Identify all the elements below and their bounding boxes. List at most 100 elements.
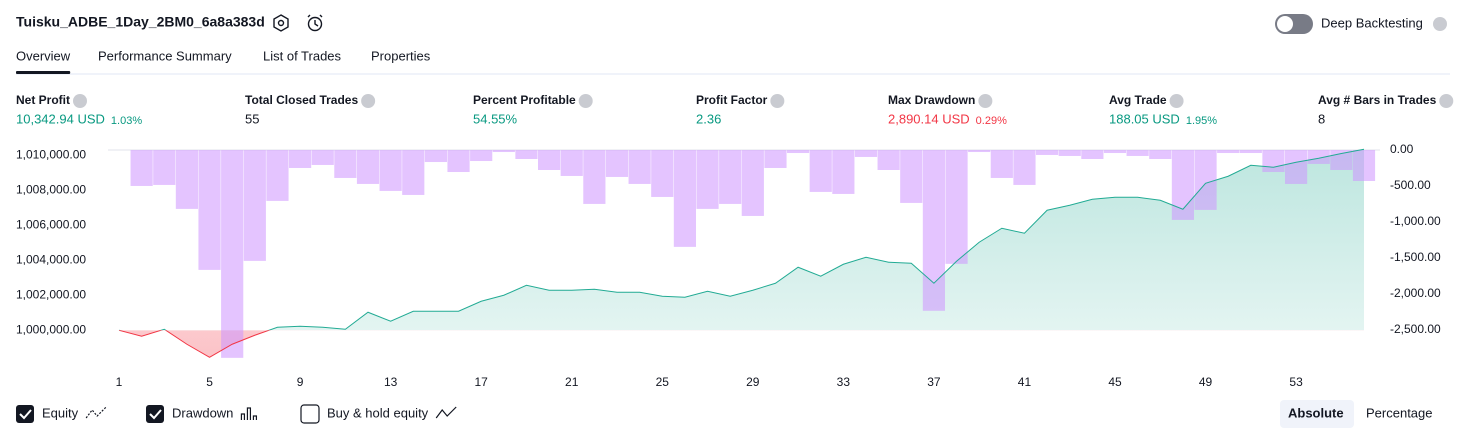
- legend-icon: [240, 407, 258, 420]
- metric-percent: 0.29%: [976, 115, 1007, 127]
- metric-value: 10,342.94 USD: [16, 111, 105, 126]
- metric-value: 2,890.14 USD: [888, 111, 970, 126]
- info-icon[interactable]: [578, 94, 593, 108]
- mode-active-bg: [1280, 400, 1354, 428]
- info-icon[interactable]: [73, 94, 87, 108]
- metric-label: Percent Profitable: [473, 93, 576, 107]
- x-tick-label: 25: [656, 375, 670, 389]
- legend-label: Drawdown: [172, 405, 233, 420]
- check-mark: [149, 409, 162, 420]
- drawdown-bar: [288, 150, 312, 168]
- x-tick-label: 17: [475, 375, 489, 389]
- x-tick-label: 9: [297, 375, 304, 389]
- tab-divider: [16, 73, 1450, 75]
- drawdown-bar: [651, 150, 674, 197]
- mode-button[interactable]: Absolute: [1288, 405, 1344, 420]
- legend-checkbox[interactable]: [16, 405, 34, 423]
- metric-value: 55: [245, 111, 259, 126]
- legend-icon: [85, 406, 107, 419]
- drawdown-bar: [243, 150, 266, 261]
- drawdown-bar: [1307, 150, 1330, 164]
- equity-area-up: [119, 149, 1364, 331]
- metric-label: Avg Trade: [1109, 93, 1167, 107]
- drawdown-bar: [922, 150, 946, 311]
- drawdown-bar: [175, 150, 199, 209]
- info-icon[interactable]: [361, 94, 376, 108]
- toggle-label: Deep Backtesting: [1321, 15, 1423, 30]
- tab[interactable]: List of Trades: [263, 48, 342, 63]
- legend-checkbox[interactable]: [146, 405, 164, 423]
- metric-value: 2.36: [696, 111, 721, 126]
- drawdown-bar: [877, 150, 900, 170]
- drawdown-bar: [492, 150, 515, 153]
- drawdown-bar: [1262, 150, 1285, 173]
- drawdown-bar: [741, 150, 764, 216]
- drawdown-bar: [537, 150, 561, 170]
- drawdown-bar: [1284, 150, 1308, 184]
- drawdown-bar: [1058, 150, 1081, 156]
- drawdown-bar: [1013, 150, 1036, 185]
- x-tick-label: 21: [565, 375, 579, 389]
- metric-label: Total Closed Trades: [245, 93, 358, 107]
- legend-label: Equity: [42, 405, 79, 420]
- legend-checkbox[interactable]: [300, 404, 320, 424]
- y-tick-label: 1,008,000.00: [16, 182, 86, 196]
- replay-icon[interactable]: [307, 14, 323, 32]
- legend-icon: [435, 406, 457, 419]
- mode-button[interactable]: Percentage: [1366, 405, 1433, 420]
- drawdown-bar: [447, 150, 470, 173]
- deep-backtesting-toggle[interactable]: [1275, 14, 1313, 34]
- drawdown-bar: [628, 150, 651, 184]
- metric-value: 54.55%: [473, 111, 518, 126]
- metric-value: 188.05 USD: [1109, 111, 1180, 126]
- drawdown-bar: [696, 150, 719, 209]
- metric-label: Net Profit: [16, 93, 70, 107]
- drawdown-bar: [1239, 150, 1262, 154]
- drawdown-bar: [198, 150, 221, 270]
- x-tick-label: 29: [746, 375, 760, 389]
- drawdown-bar: [379, 150, 402, 191]
- x-tick-label: 53: [1289, 375, 1303, 389]
- drawdown-bar: [402, 150, 425, 195]
- drawdown-bar: [515, 150, 538, 159]
- y-tick-label: 1,010,000.00: [16, 147, 86, 161]
- metric-value: 8: [1318, 111, 1325, 126]
- drawdown-bar: [334, 150, 357, 178]
- drawdown-bar: [130, 150, 153, 186]
- drawdown-bar: [1352, 150, 1376, 181]
- info-icon[interactable]: [770, 94, 785, 108]
- drawdown-bar: [900, 150, 923, 203]
- settings-icon[interactable]: [273, 14, 289, 32]
- drawdown-bar: [764, 150, 787, 168]
- drawdown-bar: [153, 150, 176, 185]
- drawdown-bar: [311, 150, 334, 165]
- y2-tick-label: -2,000.00: [1390, 286, 1441, 300]
- y2-tick-label: -2,500.00: [1390, 322, 1441, 336]
- tab[interactable]: Properties: [371, 48, 431, 63]
- drawdown-bar: [968, 150, 991, 153]
- info-icon[interactable]: [1169, 94, 1184, 108]
- y-tick-label: 1,000,000.00: [16, 322, 86, 336]
- tab-underline: [16, 71, 71, 74]
- drawdown-bar: [1126, 150, 1149, 156]
- tab[interactable]: Overview: [16, 48, 71, 63]
- tab[interactable]: Performance Summary: [98, 48, 232, 63]
- info-icon[interactable]: [1439, 94, 1454, 108]
- equity-line: [119, 148, 1365, 331]
- info-icon[interactable]: [978, 94, 993, 108]
- drawdown-bar: [560, 150, 583, 176]
- metric-percent: 1.03%: [111, 115, 142, 127]
- metric-label: Avg # Bars in Trades: [1318, 93, 1437, 107]
- strategy-title: Tuisku_ADBE_1Day_2BM0_6a8a383d: [16, 14, 265, 30]
- y-tick-label: 1,006,000.00: [16, 217, 86, 231]
- drawdown-bar: [854, 150, 878, 157]
- drawdown-bar: [719, 150, 742, 204]
- drawdown-bar: [1194, 150, 1217, 210]
- x-tick-label: 33: [837, 375, 851, 389]
- y-tick-label: 1,002,000.00: [16, 287, 86, 301]
- y2-tick-label: -1,500.00: [1390, 250, 1441, 264]
- metric-percent: 1.95%: [1186, 115, 1217, 127]
- help-icon[interactable]: [1433, 17, 1447, 31]
